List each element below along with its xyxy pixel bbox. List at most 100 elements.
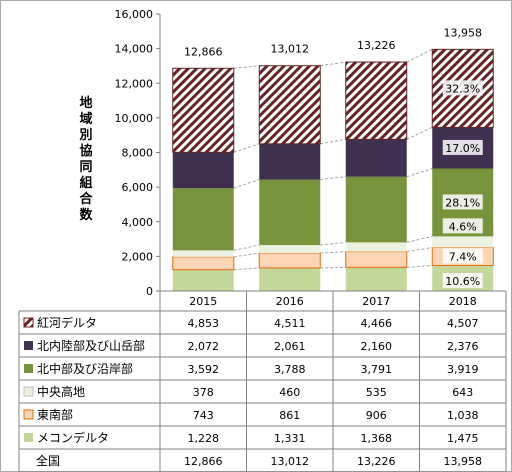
table-cell-value: 3,788 — [274, 363, 306, 376]
table-cell-value: 378 — [193, 386, 214, 399]
y-tick-label: 4,000 — [122, 216, 154, 229]
bar-segment — [258, 65, 321, 145]
legend-swatch — [23, 409, 34, 420]
y-axis-label: 地域別協同組合数 — [78, 95, 93, 223]
table-cell-value: 4,466 — [361, 317, 393, 330]
table-cell-value: 2,376 — [447, 340, 479, 353]
total-label: 13,012 — [271, 43, 310, 56]
table-cell-value: 906 — [366, 409, 387, 422]
table-cell-value: 4,511 — [274, 317, 306, 330]
table-cell-value: 12,866 — [184, 455, 223, 468]
y-tick-label: 10,000 — [115, 112, 154, 125]
bar-segment — [172, 250, 234, 257]
data-table: 2015 2016 2017 2018 紅河デルタ 4,853 4,511 4,466 4,50… — [18, 290, 507, 472]
share-label-bg — [442, 218, 483, 234]
category-label: 2015 — [189, 295, 217, 308]
bar-segment — [345, 267, 407, 291]
bar-segment — [345, 176, 407, 243]
bar-segment — [172, 67, 235, 153]
legend-swatch — [23, 386, 34, 397]
connector-line — [320, 251, 346, 254]
table-cell-value: 861 — [279, 409, 300, 422]
table-cell-value: 743 — [193, 409, 214, 422]
table-cell-value: 460 — [279, 386, 300, 399]
y-axis-label-text: 地域別協同組合数 — [78, 95, 93, 223]
bar-segment — [172, 269, 234, 291]
category-label: 2017 — [362, 295, 390, 308]
bar-segment — [172, 188, 234, 251]
legend-swatch — [24, 433, 33, 442]
table-cell-value: 535 — [366, 386, 387, 399]
table-cell-value: 2,072 — [188, 340, 220, 353]
table-cell-value: 3,592 — [188, 363, 220, 376]
share-label-bg — [442, 194, 483, 210]
legend-entry: 東南部 — [37, 407, 73, 422]
connector-line — [406, 264, 433, 268]
bar-segment — [345, 61, 408, 140]
bar-segment — [259, 267, 321, 291]
connector-line — [406, 168, 433, 178]
share-label: 17.0% — [445, 142, 480, 155]
y-tick-label: 14,000 — [115, 43, 154, 56]
share-label: 7.4% — [449, 250, 477, 263]
legend-entry: 全国 — [36, 453, 60, 468]
bar-segment — [432, 236, 494, 248]
legend-entry: 北内陸部及び山岳部 — [37, 338, 145, 353]
y-tick-label: 16,000 — [115, 8, 154, 21]
y-axis-ticks: 0 2,000 4,000 6,000 8,000 10,000 12,000 14,000 1… — [115, 8, 161, 298]
legend-swatch — [24, 364, 33, 373]
connector-line — [233, 179, 260, 189]
connector-line — [233, 267, 260, 271]
bar-segment — [172, 256, 235, 271]
bar-segment — [258, 252, 321, 269]
connector-line — [320, 241, 346, 246]
bar-segment — [345, 242, 407, 252]
table-cell-value: 13,226 — [357, 455, 396, 468]
legend-swatch — [23, 317, 34, 328]
share-label: 10.6% — [445, 275, 480, 288]
bar-segment — [259, 245, 321, 254]
legend-entry: 紅河デルタ — [37, 315, 97, 330]
bar-segment — [259, 143, 321, 180]
connector-line — [233, 65, 260, 69]
total-label: 13,226 — [357, 39, 396, 52]
table-cell-value: 1,368 — [361, 432, 393, 445]
legend-swatch — [24, 341, 33, 350]
bar-segment — [172, 152, 234, 189]
table-cell-value: 1,228 — [188, 432, 220, 445]
bar-segment — [345, 251, 408, 268]
y-tick-label: 12,000 — [115, 77, 154, 90]
bar-labels: 12,866 13,012 13,226 13,958 10.6% 7.4% 4.6% 28.… — [184, 26, 483, 288]
total-label: 13,958 — [444, 26, 483, 39]
bar-segment — [345, 139, 407, 177]
share-label-bg — [442, 80, 483, 96]
share-label: 4.6% — [449, 220, 477, 233]
connector-line — [320, 266, 346, 269]
connector-line — [406, 235, 433, 243]
bar-segment — [259, 179, 321, 246]
table-cell-value: 2,061 — [274, 340, 306, 353]
series-connector-lines — [233, 48, 433, 271]
share-label: 32.3% — [445, 82, 480, 95]
connector-line — [406, 247, 433, 253]
connector-line — [233, 143, 260, 153]
legend-entry: メコンデルタ — [37, 430, 109, 445]
table-cell-value: 2,160 — [361, 340, 393, 353]
connector-line — [320, 176, 346, 181]
table-cell-value: 1,475 — [447, 432, 479, 445]
table-cell-value: 1,038 — [447, 409, 479, 422]
table-cell-value: 3,791 — [361, 363, 393, 376]
table-cell-value: 3,919 — [447, 363, 479, 376]
table-cell-value: 13,012 — [271, 455, 310, 468]
share-label-bg — [442, 139, 483, 155]
connector-line — [233, 252, 260, 258]
connector-line — [233, 244, 260, 251]
share-label-bg — [442, 248, 483, 264]
connector-line — [320, 138, 346, 145]
table-cell-value: 4,507 — [447, 317, 479, 330]
category-label: 2016 — [276, 295, 304, 308]
total-label: 12,866 — [184, 45, 223, 58]
table-cell-value: 1,331 — [274, 432, 306, 445]
table-cell-value: 4,853 — [188, 317, 220, 330]
